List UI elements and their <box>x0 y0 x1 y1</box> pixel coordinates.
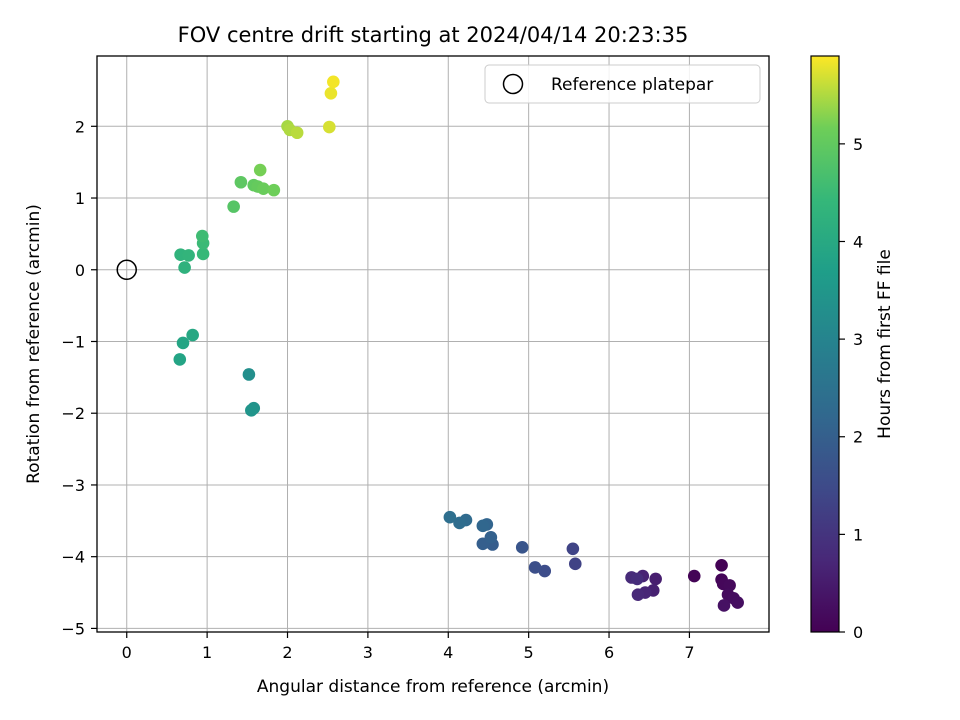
colorbar-tick-label: 0 <box>853 623 863 642</box>
scatter-point <box>267 183 281 197</box>
y-tick-label: −5 <box>61 619 85 638</box>
scatter-point <box>290 126 304 140</box>
scatter-point <box>731 596 744 609</box>
colorbar-label: Hours from first FF file <box>875 249 895 439</box>
chart-title: FOV centre drift starting at 2024/04/14 … <box>178 23 689 47</box>
colorbar-tick-label: 5 <box>853 135 863 154</box>
legend-label: Reference platepar <box>551 75 713 95</box>
scatter-point <box>234 175 248 189</box>
x-tick-label: 1 <box>202 643 212 662</box>
scatter-point <box>323 120 336 134</box>
scatter-point <box>723 579 736 592</box>
plot-frame <box>96 55 770 633</box>
x-tick-label: 4 <box>443 643 453 662</box>
scatter-point <box>327 75 340 89</box>
scatter-point <box>242 368 256 381</box>
colorbar-tick-label: 2 <box>853 428 863 447</box>
scatter-point <box>528 561 542 574</box>
x-axis-label: Angular distance from reference (arcmin) <box>257 677 609 697</box>
scatter-point <box>257 182 270 196</box>
scatter-point <box>186 328 199 342</box>
legend-marker-icon <box>502 73 524 95</box>
scatter-point <box>176 336 190 350</box>
scatter-point <box>484 531 498 544</box>
scatter-point <box>453 516 466 530</box>
y-tick-label: −4 <box>61 548 85 567</box>
scatter-point <box>717 599 731 612</box>
scatter-point <box>476 519 490 533</box>
y-axis-label: Rotation from reference (arcmin) <box>24 204 44 484</box>
x-axis-ticks: 0 1 2 3 4 5 6 7 <box>122 632 695 662</box>
y-tick-label: 2 <box>75 117 85 136</box>
scatter-point <box>631 588 645 601</box>
y-tick-label: −2 <box>61 404 85 423</box>
scatter-point <box>649 572 662 586</box>
x-tick-label: 0 <box>122 643 132 662</box>
scatter-point <box>196 229 209 243</box>
y-tick-label: 1 <box>75 189 85 208</box>
scatter-point <box>687 569 701 583</box>
y-tick-label: −1 <box>61 332 85 351</box>
x-tick-label: 2 <box>282 643 292 662</box>
scatter-point <box>715 558 728 572</box>
legend-box <box>484 64 761 104</box>
y-tick-label: −3 <box>61 476 85 495</box>
scatter-point <box>538 564 552 578</box>
legend: Reference platepar <box>484 64 761 104</box>
scatter-point <box>245 404 258 417</box>
reference-point-marker <box>116 259 137 281</box>
scatter-points <box>116 75 744 612</box>
x-tick-label: 6 <box>604 643 614 662</box>
scatter-point <box>178 261 191 274</box>
scatter-point <box>443 510 457 524</box>
x-tick-label: 5 <box>524 643 534 662</box>
colorbar: 0 1 2 3 4 5 Hours from first FF file <box>810 55 895 642</box>
scatter-point <box>253 163 267 177</box>
colorbar-tick-label: 3 <box>853 330 863 349</box>
scatter-point <box>566 542 580 556</box>
colorbar-ticks: 0 1 2 3 4 5 <box>839 135 863 642</box>
scatter-point <box>568 557 582 571</box>
scatter-point <box>173 353 187 366</box>
y-tick-label: 0 <box>75 261 85 280</box>
colorbar-gradient <box>810 55 840 633</box>
scatter-point <box>324 87 338 100</box>
grid-lines <box>97 56 769 632</box>
y-axis-ticks: −5 −4 −3 −2 −1 0 1 2 <box>61 117 97 638</box>
scatter-point <box>182 249 195 262</box>
scatter-point <box>196 247 210 261</box>
x-tick-label: 7 <box>684 643 694 662</box>
scatter-point <box>227 200 240 213</box>
x-tick-label: 3 <box>363 643 373 662</box>
scatter-point <box>515 541 529 554</box>
colorbar-tick-label: 4 <box>853 232 863 251</box>
scatter-point <box>630 572 644 586</box>
colorbar-tick-label: 1 <box>853 525 863 544</box>
